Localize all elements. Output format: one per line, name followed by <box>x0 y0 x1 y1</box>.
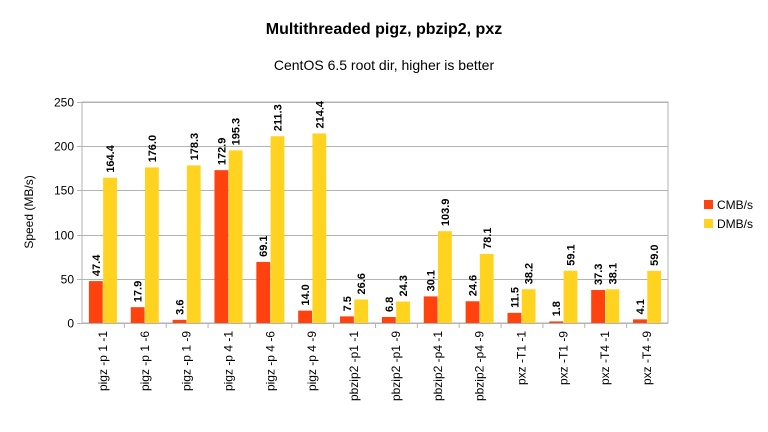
x-tick-label: pigz -p 1 -6 <box>138 331 152 391</box>
bar <box>479 253 494 323</box>
bar <box>256 261 271 323</box>
x-tick-label: pigz -p 4 -1 <box>222 331 236 391</box>
x-tick-label: pxz -T4 -9 <box>640 331 654 385</box>
bar <box>186 165 201 323</box>
legend-label: DMB/s <box>717 217 753 231</box>
bar <box>549 321 564 323</box>
data-label: 3.6 <box>175 300 187 315</box>
y-tick-label: 100 <box>54 229 74 243</box>
data-label: 211.3 <box>272 104 284 131</box>
bar <box>563 270 578 323</box>
data-label: 6.8 <box>384 297 396 312</box>
bar <box>144 167 159 323</box>
x-tick-label: pxz -T1 -9 <box>556 331 570 385</box>
data-label: 4.1 <box>635 299 647 314</box>
x-tick-label: pxz -T4 -1 <box>598 331 612 385</box>
bar <box>381 316 396 323</box>
bar <box>633 319 647 323</box>
bar <box>298 310 313 323</box>
legend: CMB/s DMB/s <box>704 198 753 231</box>
bar <box>605 289 620 323</box>
x-tick-label: pbzip2 -p1 -9 <box>389 331 403 401</box>
bar <box>130 307 145 323</box>
x-tick-label: pbzip2 -p1 -1 <box>347 331 361 401</box>
y-axis-label: Speed (MB/s) <box>22 175 36 248</box>
data-label: 164.4 <box>105 144 117 172</box>
y-tick-label: 150 <box>54 184 74 198</box>
data-label: 172.9 <box>216 138 228 166</box>
data-label: 38.2 <box>524 263 536 284</box>
data-label: 11.5 <box>509 287 521 308</box>
x-tick-label: pbzip2 -p4 -1 <box>431 331 445 401</box>
data-label: 176.0 <box>147 135 159 163</box>
bar <box>172 319 187 323</box>
data-label: 24.6 <box>468 275 480 296</box>
y-tick-label: 0 <box>67 317 74 331</box>
bar <box>647 270 662 323</box>
chart-subtitle: CentOS 6.5 root dir, higher is better <box>274 57 495 73</box>
y-tick-label: 50 <box>61 273 75 287</box>
x-tick-label: pigz -p 4 -9 <box>305 331 319 391</box>
bar <box>437 231 452 323</box>
data-label: 17.9 <box>133 281 145 302</box>
bar <box>270 136 285 323</box>
legend-swatch <box>704 200 713 209</box>
y-tick-label: 200 <box>54 140 74 154</box>
plot-area: 0 50 100 150 200 250 47.4 164.4 pigz -p 1 -1 17.9… <box>54 96 669 401</box>
plot-frame <box>81 101 669 324</box>
data-label: 59.0 <box>649 244 661 265</box>
x-tick-label: pigz -p 1 -9 <box>180 331 194 391</box>
bar <box>507 312 522 323</box>
data-label: 47.4 <box>91 254 103 276</box>
bar <box>228 150 243 323</box>
data-label: 30.1 <box>426 270 438 291</box>
bar <box>423 296 438 323</box>
bar <box>396 301 410 323</box>
data-label: 59.1 <box>565 244 577 265</box>
data-label: 24.3 <box>398 275 410 296</box>
data-label: 37.3 <box>593 264 605 285</box>
data-label: 14.0 <box>300 284 312 305</box>
data-label: 26.6 <box>356 273 368 294</box>
data-label: 195.3 <box>231 118 243 146</box>
bar <box>340 316 354 323</box>
bar <box>103 177 117 323</box>
bar <box>354 299 369 323</box>
x-tick-label: pigz -p 4 -6 <box>263 331 277 391</box>
x-tick-label: pxz -T1 -1 <box>515 331 529 385</box>
data-label: 103.9 <box>440 199 452 227</box>
data-label: 38.1 <box>607 263 619 284</box>
bar <box>521 289 536 323</box>
bar <box>214 170 229 323</box>
data-label: 214.4 <box>314 100 326 128</box>
data-label: 1.8 <box>551 301 563 316</box>
x-tick-label: pbzip2 -p4 -9 <box>473 331 487 401</box>
bar <box>591 290 606 323</box>
bar <box>88 281 103 323</box>
chart-title: Multithreaded pigz, pbzip2, pxz <box>266 21 502 38</box>
data-label: 178.3 <box>189 133 201 161</box>
x-tick-label: pigz -p 1 -1 <box>96 331 110 391</box>
data-label: 7.5 <box>342 296 354 311</box>
bar <box>312 133 327 323</box>
y-tick-label: 250 <box>54 96 74 110</box>
bar <box>465 301 480 323</box>
data-label: 78.1 <box>482 228 494 249</box>
legend-swatch <box>704 219 713 228</box>
legend-label: CMB/s <box>717 198 753 212</box>
data-label: 69.1 <box>258 235 270 256</box>
